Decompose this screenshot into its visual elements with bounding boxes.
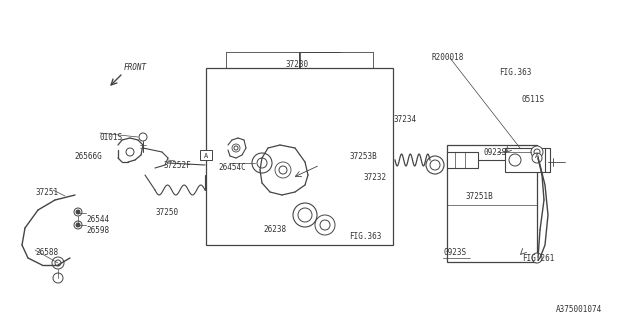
Text: 26588: 26588 — [35, 248, 58, 257]
Circle shape — [139, 133, 147, 141]
Circle shape — [534, 149, 540, 155]
Bar — [531, 150, 543, 160]
Circle shape — [509, 154, 521, 166]
Text: 37253B: 37253B — [350, 152, 378, 161]
Bar — [447, 152, 478, 168]
Text: R200018: R200018 — [432, 53, 465, 62]
Circle shape — [74, 208, 82, 216]
Bar — [447, 145, 537, 262]
Text: 37252F: 37252F — [163, 161, 191, 170]
Text: 37251: 37251 — [35, 188, 58, 197]
Circle shape — [430, 160, 440, 170]
Circle shape — [275, 162, 291, 178]
Text: 0511S: 0511S — [522, 95, 545, 104]
Circle shape — [426, 156, 444, 174]
Circle shape — [74, 221, 82, 229]
Text: FIG.261: FIG.261 — [522, 254, 554, 263]
Text: A375001074: A375001074 — [556, 305, 602, 314]
Text: A: A — [535, 153, 539, 159]
Circle shape — [76, 223, 80, 227]
Text: 0923S: 0923S — [443, 248, 466, 257]
Text: 26598: 26598 — [86, 226, 109, 235]
Circle shape — [279, 166, 287, 174]
Text: 37230: 37230 — [285, 60, 308, 69]
Circle shape — [257, 158, 267, 168]
Circle shape — [76, 210, 80, 214]
Circle shape — [532, 153, 542, 163]
Text: 0101S: 0101S — [100, 133, 123, 142]
Text: 37234: 37234 — [394, 115, 417, 124]
Bar — [505, 148, 545, 172]
Text: 26238: 26238 — [263, 225, 286, 234]
Circle shape — [298, 208, 312, 222]
Circle shape — [531, 146, 543, 158]
Text: 0923S: 0923S — [484, 148, 507, 157]
Text: FIG.363: FIG.363 — [349, 232, 381, 241]
Circle shape — [52, 257, 64, 269]
Circle shape — [126, 148, 134, 156]
Text: FRONT: FRONT — [124, 63, 147, 72]
Text: 26544: 26544 — [86, 215, 109, 224]
Circle shape — [55, 260, 61, 266]
Circle shape — [532, 253, 542, 263]
Circle shape — [234, 146, 238, 150]
Text: 26566G: 26566G — [74, 152, 102, 161]
Circle shape — [320, 220, 330, 230]
Text: 37250: 37250 — [155, 208, 178, 217]
Text: 37251B: 37251B — [466, 192, 493, 201]
Circle shape — [53, 273, 63, 283]
Bar — [200, 150, 212, 160]
Circle shape — [293, 203, 317, 227]
Circle shape — [252, 153, 272, 173]
Text: A: A — [204, 153, 208, 159]
Text: 26454C: 26454C — [218, 163, 246, 172]
Bar — [206, 68, 393, 245]
Circle shape — [232, 144, 240, 152]
Text: FIG.363: FIG.363 — [499, 68, 531, 77]
Circle shape — [315, 215, 335, 235]
Text: 37232: 37232 — [363, 173, 386, 182]
